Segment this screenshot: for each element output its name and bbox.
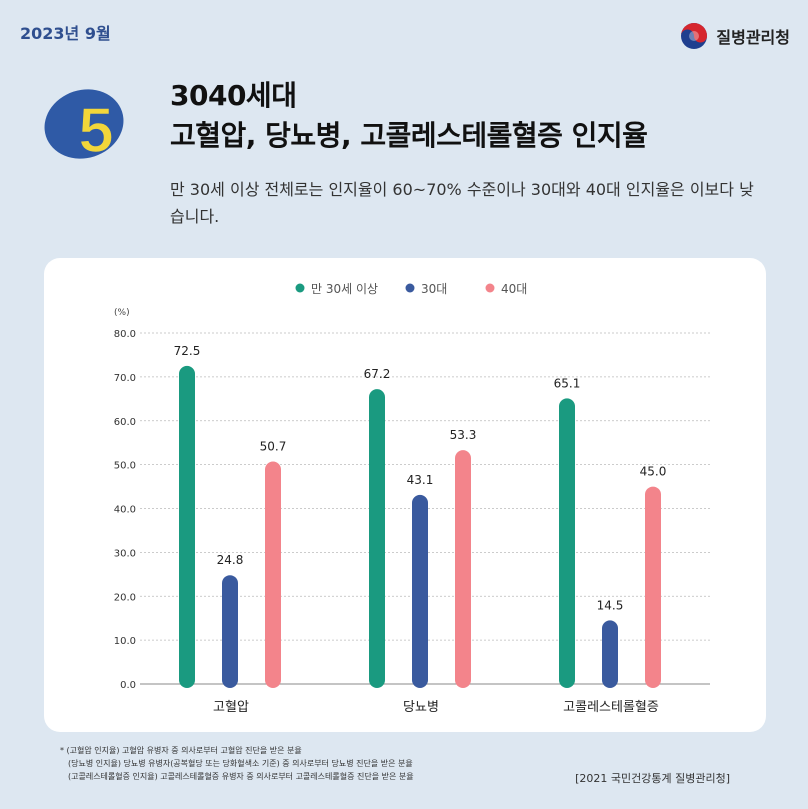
- bar: [369, 389, 385, 688]
- bar: [412, 494, 428, 688]
- bar-value-label: 65.1: [554, 376, 581, 390]
- source-label: [2021 국민건강통계 질병관리청]: [575, 772, 730, 785]
- bar-value-label: 72.5: [174, 344, 201, 358]
- y-tick-label: 70.0: [114, 373, 136, 384]
- badge-number: 5: [78, 94, 114, 166]
- y-tick-label: 20.0: [114, 592, 136, 603]
- x-category-label: 고콜레스테롤혈증: [563, 700, 659, 715]
- bar-chart: 만 30세 이상 30대 40대 (%) 0.0 10.0 20.0 30.0 40.0 50.0…: [114, 282, 710, 715]
- legend-marker: [485, 283, 495, 293]
- footnote-3: (고콜레스테롤혈증 인지율) 고콜레스테롤혈증 유병자 중 의사로부터 고콜레스…: [68, 772, 414, 781]
- x-category-label: 고혈압: [213, 700, 249, 715]
- bar: [559, 398, 575, 688]
- y-tick-label: 0.0: [120, 680, 136, 691]
- bar: [455, 450, 471, 688]
- bar: [602, 620, 618, 688]
- y-tick-label: 30.0: [114, 548, 136, 559]
- y-tick-label: 40.0: [114, 505, 136, 516]
- bar-value-label: 53.3: [450, 428, 477, 442]
- bar: [265, 461, 281, 688]
- bar: [645, 486, 661, 688]
- title-line-1: 3040세대: [170, 79, 297, 112]
- date-label: 2023년 9월: [20, 24, 111, 43]
- y-tick-label: 10.0: [114, 636, 136, 647]
- legend-label: 40대: [501, 282, 527, 296]
- subtitle: 만 30세 이상 전체로는 인지율이 60~70% 수준이나 30대와 40대 …: [170, 180, 754, 226]
- taeguk-icon: [681, 23, 708, 49]
- legend-label: 만 30세 이상: [311, 282, 378, 296]
- bar-value-label: 14.5: [597, 598, 624, 612]
- number-badge: 5: [44, 89, 124, 167]
- footnote-1: * (고혈압 인지율) 고혈압 유병자 중 의사로부터 고혈압 진단을 받은 분…: [60, 746, 302, 755]
- bar: [179, 365, 195, 688]
- x-category-label: 당뇨병: [403, 700, 439, 715]
- chart-card: 만 30세 이상 30대 40대 (%) 0.0 10.0 20.0 30.0 40.0 50.0…: [44, 258, 766, 732]
- footnote-2: (당뇨병 인지율) 당뇨병 유병자(공복혈당 또는 당화혈색소 기준) 중 의사…: [68, 759, 413, 768]
- bar-value-label: 24.8: [217, 553, 244, 567]
- y-unit-label: (%): [114, 308, 130, 318]
- page-title: 3040세대 고혈압, 당뇨병, 고콜레스테롤혈증 인지율: [170, 76, 648, 156]
- legend-marker: [405, 283, 415, 293]
- org-logo: 질병관리청: [680, 22, 790, 50]
- y-tick-label: 80.0: [114, 329, 136, 340]
- bar-value-label: 67.2: [364, 367, 391, 381]
- bar-value-label: 43.1: [407, 473, 434, 487]
- badge-blob: [44, 89, 124, 159]
- org-name: 질병관리청: [716, 28, 790, 47]
- bar-value-label: 45.0: [640, 465, 667, 479]
- legend-marker: [295, 283, 305, 293]
- y-tick-label: 50.0: [114, 461, 136, 472]
- y-tick-label: 60.0: [114, 417, 136, 428]
- title-line-2: 고혈압, 당뇨병, 고콜레스테롤혈증 인지율: [170, 119, 648, 152]
- legend-label: 30대: [421, 282, 447, 296]
- bar: [222, 575, 238, 688]
- footnotes: * (고혈압 인지율) 고혈압 유병자 중 의사로부터 고혈압 진단을 받은 분…: [60, 744, 414, 783]
- bar-value-label: 50.7: [260, 440, 287, 454]
